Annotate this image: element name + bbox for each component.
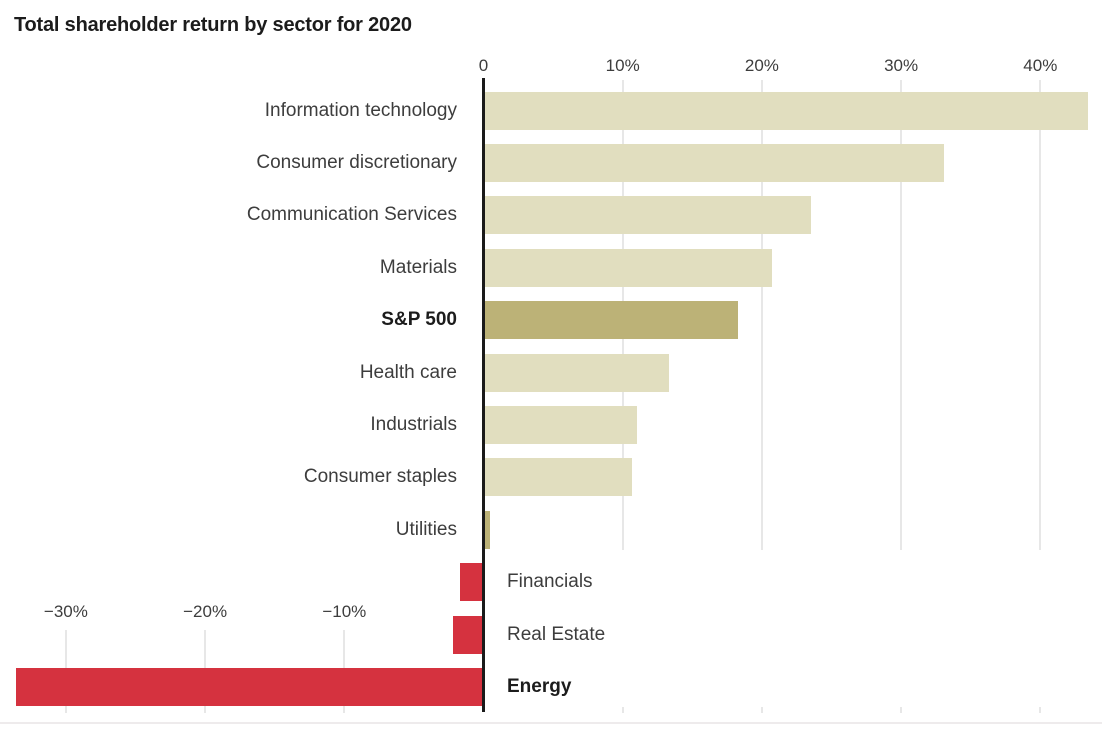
bar-energy xyxy=(15,668,483,707)
bar-real-estate xyxy=(452,615,483,654)
row-label-s-p-500: S&P 500 xyxy=(381,309,457,331)
bar-materials xyxy=(484,248,772,287)
x-tick-0: 0 xyxy=(478,56,489,75)
bar-consumer-staples xyxy=(484,458,633,497)
x-tick-30: 30% xyxy=(884,56,919,75)
row-label-health-care: Health care xyxy=(359,361,457,383)
row-label-information-technology: Information technology xyxy=(264,99,457,121)
bar-industrials xyxy=(484,406,637,445)
row-label-utilities: Utilities xyxy=(395,518,457,540)
x-tick-10: 10% xyxy=(605,56,640,75)
bottom-divider xyxy=(0,722,1102,724)
tick-stub-10 xyxy=(621,707,624,713)
row-label-real-estate: Real Estate xyxy=(507,623,606,645)
row-label-energy: Energy xyxy=(507,676,572,698)
gridline-30 xyxy=(900,80,903,550)
bar-financials xyxy=(459,563,483,602)
tick-stub-30 xyxy=(900,707,903,713)
chart-title: Total shareholder return by sector for 2… xyxy=(14,14,412,36)
x-tick-20: 20% xyxy=(744,56,779,75)
tick-stub-40 xyxy=(1039,707,1042,713)
zero-axis-line xyxy=(482,78,485,712)
bar-communication-services xyxy=(484,196,811,235)
row-label-communication-services: Communication Services xyxy=(246,204,457,226)
x-tick--30: −30% xyxy=(43,602,88,621)
row-label-industrials: Industrials xyxy=(370,414,457,436)
x-tick--10: −10% xyxy=(322,602,367,621)
tick-stub-20 xyxy=(760,707,763,713)
x-tick-40: 40% xyxy=(1023,56,1058,75)
gridline-20 xyxy=(760,80,763,550)
row-label-consumer-staples: Consumer staples xyxy=(303,466,457,488)
bar-s-p-500 xyxy=(484,301,739,340)
x-tick--20: −20% xyxy=(183,602,228,621)
row-label-financials: Financials xyxy=(507,571,593,593)
gridline-40 xyxy=(1039,80,1042,550)
bar-consumer-discretionary xyxy=(484,143,945,182)
bar-utilities xyxy=(484,510,491,549)
row-label-consumer-discretionary: Consumer discretionary xyxy=(256,151,457,173)
bar-health-care xyxy=(484,353,669,392)
row-label-materials: Materials xyxy=(379,256,457,278)
bar-information-technology xyxy=(484,91,1088,130)
